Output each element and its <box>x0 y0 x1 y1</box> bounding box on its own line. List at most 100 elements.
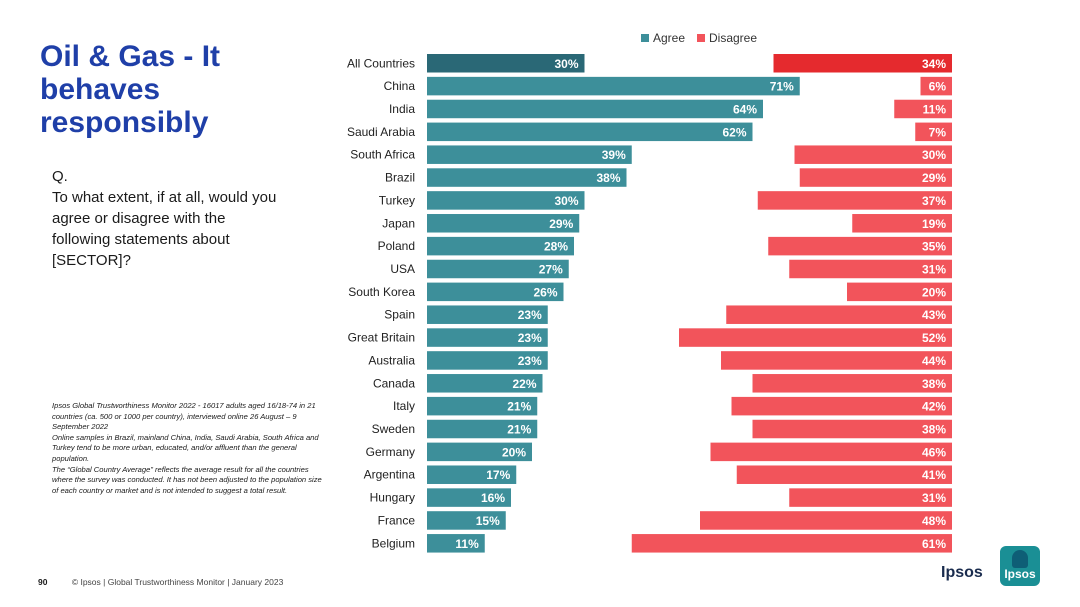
agree-data-label: 21% <box>507 423 531 437</box>
footer: 90 © Ipsos | Global Trustworthiness Moni… <box>38 577 283 587</box>
disagree-data-label: 7% <box>929 125 947 139</box>
agree-bar <box>427 259 569 279</box>
agree-bar <box>427 511 506 530</box>
category-label: Belgium <box>372 536 415 550</box>
agree-data-label: 17% <box>486 468 510 482</box>
disagree-bar <box>710 442 952 462</box>
disagree-bar <box>789 259 952 279</box>
disagree-bar <box>768 236 952 256</box>
agree-data-label: 28% <box>544 240 568 254</box>
disagree-bar <box>631 534 952 553</box>
category-label: Australia <box>368 353 415 367</box>
agree-bar <box>427 76 800 96</box>
agree-data-label: 15% <box>476 514 500 528</box>
agree-data-label: 29% <box>549 217 573 231</box>
agree-data-label: 64% <box>733 102 757 116</box>
disagree-bar <box>847 282 952 302</box>
agree-data-label: 23% <box>518 354 542 368</box>
legend-agree-label: Agree <box>653 31 685 45</box>
disagree-bar <box>773 54 952 73</box>
agree-bar <box>427 396 538 416</box>
disagree-bar <box>679 328 952 347</box>
category-label: China <box>384 79 416 93</box>
disagree-data-label: 19% <box>922 217 946 231</box>
category-label: Saudi Arabia <box>347 125 415 139</box>
agree-bar <box>427 282 564 302</box>
logo-mark-icon <box>1012 550 1028 568</box>
agree-bar <box>427 465 517 484</box>
agree-data-label: 26% <box>533 285 557 299</box>
agree-bar <box>427 122 753 142</box>
logo-text: Ipsos <box>1004 567 1036 581</box>
category-label: India <box>389 102 415 116</box>
agree-data-label: 71% <box>770 80 794 94</box>
agree-bar <box>427 191 585 210</box>
disagree-data-label: 30% <box>922 148 946 162</box>
agree-bar <box>427 351 548 370</box>
agree-data-label: 30% <box>554 194 578 208</box>
disagree-data-label: 31% <box>922 262 946 276</box>
methodology-note: Ipsos Global Trustworthiness Monitor 202… <box>52 401 327 496</box>
disagree-bar <box>736 465 952 484</box>
disagree-bar <box>731 396 952 416</box>
disagree-data-label: 48% <box>922 514 946 528</box>
category-label: Japan <box>382 216 415 230</box>
agree-bar <box>427 374 543 393</box>
note-line: Ipsos Global Trustworthiness Monitor 202… <box>52 401 316 432</box>
survey-question: Q. To what extent, if at all, would you … <box>52 166 277 271</box>
agree-data-label: 30% <box>554 57 578 71</box>
category-label: Germany <box>366 445 415 459</box>
agree-bar <box>427 168 627 187</box>
agree-bar <box>427 214 580 233</box>
category-label: Spain <box>384 308 415 322</box>
agree-data-label: 20% <box>502 445 526 459</box>
category-label: USA <box>390 262 415 276</box>
agree-bar <box>427 236 574 256</box>
category-label: Brazil <box>385 171 415 185</box>
disagree-data-label: 35% <box>922 240 946 254</box>
agree-data-label: 11% <box>455 537 479 551</box>
category-label: France <box>378 513 416 527</box>
agree-data-label: 39% <box>602 148 626 162</box>
disagree-data-label: 38% <box>922 423 946 437</box>
agree-data-label: 21% <box>507 400 531 414</box>
note-line: Online samples in Brazil, mainland China… <box>52 432 319 463</box>
agree-data-label: 16% <box>481 491 505 505</box>
question-text: To what extent, if at all, would you agr… <box>52 189 277 269</box>
disagree-bar <box>794 145 952 164</box>
disagree-data-label: 6% <box>929 80 947 94</box>
disagree-data-label: 38% <box>922 377 946 391</box>
disagree-data-label: 29% <box>922 171 946 185</box>
legend-agree-swatch <box>641 34 649 42</box>
category-label: Hungary <box>370 491 415 505</box>
agree-bar <box>427 419 538 439</box>
category-label: Sweden <box>372 422 415 436</box>
category-label: South Korea <box>348 285 415 299</box>
agree-bar <box>427 54 585 73</box>
legend-disagree-label: Disagree <box>709 31 757 45</box>
page-number: 90 <box>38 577 48 587</box>
disagree-data-label: 34% <box>922 57 946 71</box>
agree-data-label: 23% <box>518 308 542 322</box>
disagree-bar <box>752 374 952 393</box>
disagree-bar <box>915 122 952 142</box>
agree-bar <box>427 145 632 164</box>
disagree-bar <box>752 419 952 439</box>
agree-bar <box>427 305 548 324</box>
disagree-bar <box>789 488 952 507</box>
disagree-bar <box>700 511 952 530</box>
disagree-data-label: 11% <box>923 102 947 116</box>
category-label: Turkey <box>379 193 415 207</box>
category-label: Great Britain <box>348 331 415 345</box>
disagree-bar <box>894 99 952 119</box>
brand-wordmark: Ipsos <box>941 564 983 581</box>
agree-data-label: 38% <box>596 171 620 185</box>
footer-copyright: © Ipsos | Global Trustworthiness Monitor… <box>71 577 284 587</box>
disagree-data-label: 46% <box>922 445 946 459</box>
disagree-data-label: 41% <box>922 468 946 482</box>
agree-data-label: 62% <box>722 125 746 139</box>
disagree-data-label: 20% <box>922 285 946 299</box>
disagree-data-label: 61% <box>922 537 946 551</box>
question-label: Q. <box>52 168 68 185</box>
